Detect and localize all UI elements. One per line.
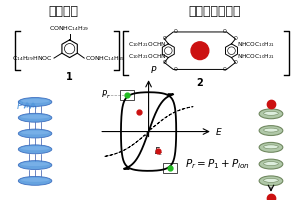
Ellipse shape xyxy=(259,109,283,119)
Ellipse shape xyxy=(259,159,283,169)
Ellipse shape xyxy=(264,128,278,132)
Text: O: O xyxy=(223,29,226,34)
Text: O: O xyxy=(163,60,166,65)
Text: $E_c$: $E_c$ xyxy=(154,145,163,158)
Ellipse shape xyxy=(264,145,278,149)
Ellipse shape xyxy=(18,145,52,154)
Text: 1: 1 xyxy=(66,72,73,82)
Ellipse shape xyxy=(18,129,52,138)
Bar xyxy=(120,90,134,100)
Text: O: O xyxy=(173,67,177,72)
Ellipse shape xyxy=(264,178,278,182)
Ellipse shape xyxy=(21,115,49,119)
Text: C$_{10}$H$_{21}$OCHN: C$_{10}$H$_{21}$OCHN xyxy=(128,52,166,61)
Text: 2: 2 xyxy=(196,78,203,88)
Ellipse shape xyxy=(264,162,278,166)
Text: $E$: $E$ xyxy=(215,126,222,137)
Ellipse shape xyxy=(259,142,283,152)
Ellipse shape xyxy=(18,161,52,170)
Text: O: O xyxy=(234,36,237,41)
Circle shape xyxy=(191,42,209,60)
Text: CONHC$_{14}$H$_{29}$: CONHC$_{14}$H$_{29}$ xyxy=(50,24,90,33)
Text: O: O xyxy=(223,67,226,72)
Text: O: O xyxy=(173,29,177,34)
Text: 強誘電性: 強誘電性 xyxy=(49,5,79,18)
Ellipse shape xyxy=(18,176,52,185)
Text: C$_{14}$H$_{29}$HNOC: C$_{14}$H$_{29}$HNOC xyxy=(12,54,53,63)
Text: CONHC$_{14}$H$_{29}$: CONHC$_{14}$H$_{29}$ xyxy=(85,54,126,63)
Ellipse shape xyxy=(21,99,49,103)
Ellipse shape xyxy=(259,126,283,136)
Ellipse shape xyxy=(21,131,49,135)
Text: C$_{10}$H$_{21}$OCHN: C$_{10}$H$_{21}$OCHN xyxy=(128,40,166,49)
Text: O: O xyxy=(163,36,166,41)
Text: O: O xyxy=(234,60,237,65)
Text: $P_r$: $P_r$ xyxy=(101,89,111,101)
Text: $P$: $P$ xyxy=(150,64,157,75)
Text: $P_r = P_1 + P_{ion}$: $P_r = P_1 + P_{ion}$ xyxy=(185,157,250,171)
Ellipse shape xyxy=(259,176,283,186)
Text: $P$: $P$ xyxy=(16,99,24,111)
Ellipse shape xyxy=(21,178,49,182)
Ellipse shape xyxy=(21,146,49,150)
Ellipse shape xyxy=(264,111,278,115)
Ellipse shape xyxy=(18,98,52,106)
Text: イオンチャネル: イオンチャネル xyxy=(188,5,241,18)
Text: NHCOC$_{10}$H$_{21}$: NHCOC$_{10}$H$_{21}$ xyxy=(237,52,275,61)
Ellipse shape xyxy=(21,162,49,166)
Ellipse shape xyxy=(18,113,52,122)
Text: NHCOC$_{10}$H$_{21}$: NHCOC$_{10}$H$_{21}$ xyxy=(237,40,275,49)
Bar xyxy=(164,163,177,173)
